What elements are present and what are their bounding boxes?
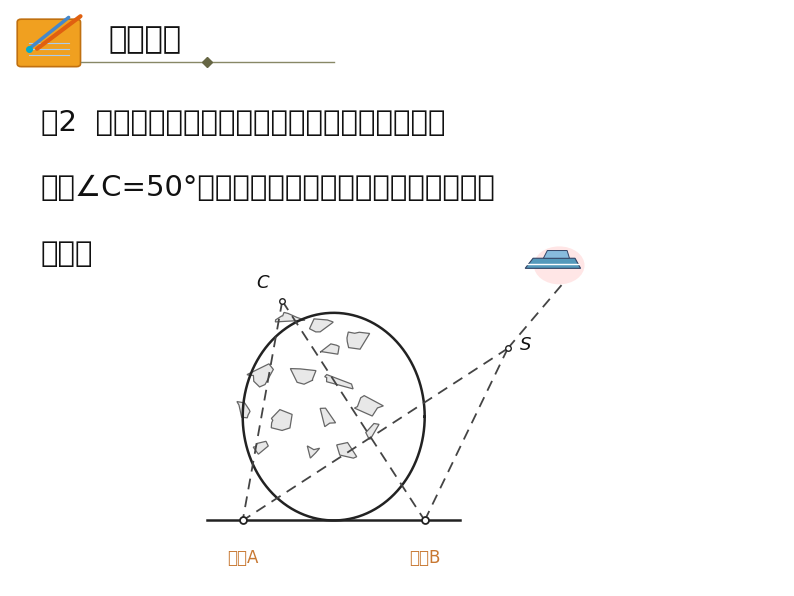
Text: 灯塔A: 灯塔A — [227, 549, 258, 567]
Polygon shape — [291, 368, 316, 384]
Polygon shape — [325, 374, 353, 389]
Polygon shape — [272, 409, 292, 430]
Text: 灯塔B: 灯塔B — [409, 549, 441, 567]
FancyBboxPatch shape — [17, 19, 80, 67]
Polygon shape — [347, 332, 370, 349]
Text: C: C — [256, 274, 269, 292]
Text: 周角∠C=50°，问船在航行时怎样才能保证不进入暗: 周角∠C=50°，问船在航行时怎样才能保证不进入暗 — [41, 174, 495, 202]
Polygon shape — [337, 443, 357, 458]
Polygon shape — [276, 312, 305, 322]
Polygon shape — [253, 441, 268, 454]
Polygon shape — [247, 364, 273, 387]
Polygon shape — [320, 344, 339, 354]
Circle shape — [534, 246, 584, 284]
Polygon shape — [307, 446, 320, 458]
Polygon shape — [543, 250, 569, 258]
Polygon shape — [310, 319, 333, 332]
Polygon shape — [525, 258, 580, 268]
Polygon shape — [237, 402, 250, 418]
Text: 例2  如图，有一个弓形的暗礁区，弓形所在圆的圆: 例2 如图，有一个弓形的暗礁区，弓形所在圆的圆 — [41, 109, 445, 137]
Polygon shape — [354, 396, 384, 416]
Text: 礁区？: 礁区？ — [41, 240, 94, 268]
Polygon shape — [320, 408, 336, 427]
Text: 例题分析: 例题分析 — [108, 26, 181, 54]
Text: S: S — [519, 337, 531, 355]
Polygon shape — [366, 424, 379, 439]
